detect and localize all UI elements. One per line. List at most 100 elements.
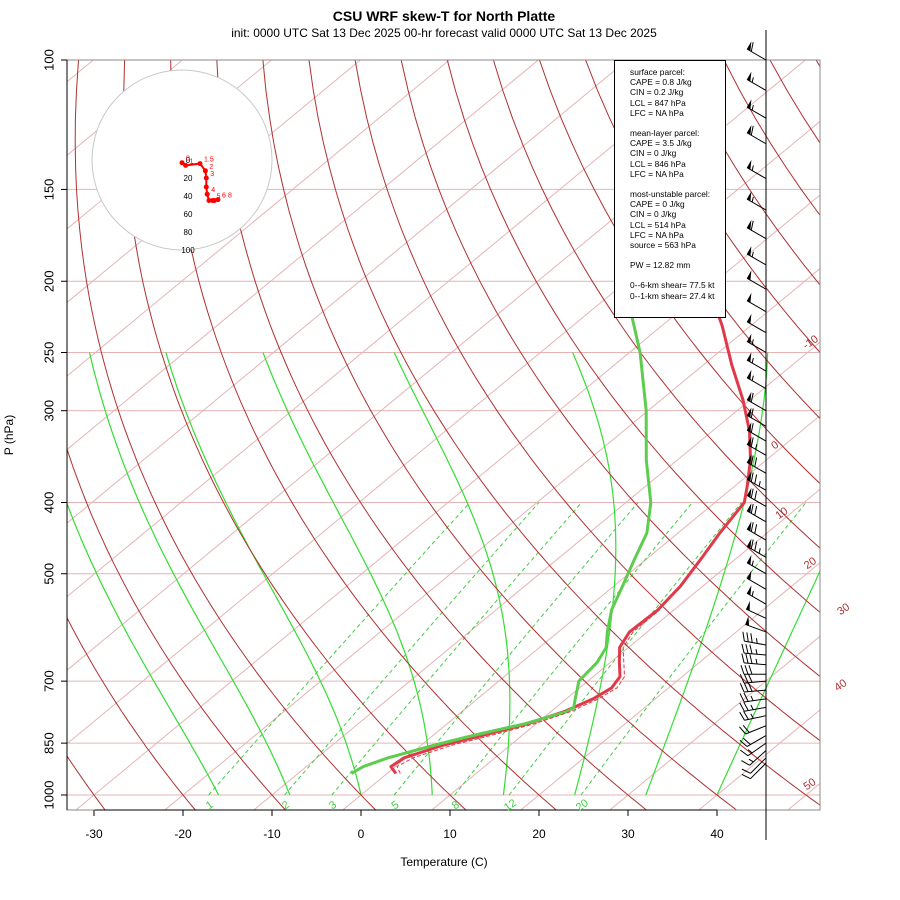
y-tick-label: 250 (41, 342, 56, 364)
wind-barb-flag (746, 246, 752, 256)
wind-barb-half-feather (751, 375, 754, 381)
wind-barb-flag (746, 454, 752, 465)
isotherm-label: 20 (802, 555, 819, 572)
wind-barb-shaft (746, 198, 767, 211)
wind-barb (746, 41, 767, 61)
wind-barb-flag (746, 99, 752, 110)
x-axis-label: Temperature (C) (400, 855, 487, 869)
wind-barb-shaft (746, 577, 767, 590)
isotherm-line (787, 782, 820, 810)
hodograph-point (197, 161, 203, 167)
hodograph-ring-label: 60 (184, 210, 193, 219)
hodograph-point (203, 175, 209, 181)
dry-adiabat-line (123, 60, 467, 810)
wind-barb-feather (750, 392, 754, 403)
dry-adiabat-line (862, 60, 900, 811)
most-unstable-cin: CIN = 0 J/kg (630, 209, 677, 220)
isotherm-label: 50 (802, 776, 819, 793)
wind-barb-shaft (746, 132, 767, 145)
wind-barb (746, 333, 767, 353)
x-tick-label: 10 (443, 827, 457, 841)
wind-barb (740, 665, 766, 675)
wind-barb-feather (741, 653, 745, 663)
wind-barb-flag (746, 333, 752, 344)
chart-title: CSU WRF skew-T for North Platte (332, 8, 556, 24)
wind-barb-feather (750, 220, 754, 231)
isotherm-label: 30 (835, 601, 852, 618)
mixing-ratio-label: 12 (502, 797, 519, 814)
mean-layer-parcel-header: mean-layer parcel: (630, 128, 700, 139)
wind-barb-feather (739, 702, 745, 712)
isotherm-line (67, 60, 628, 524)
hodograph-point-label: 8 (228, 193, 232, 200)
x-tick-label: -30 (85, 827, 103, 841)
wind-barb (741, 643, 767, 656)
wind-barb (746, 99, 767, 119)
wind-barb-shaft (746, 562, 767, 575)
wind-barb-feather (750, 633, 753, 643)
dry-adiabat-line (446, 60, 820, 614)
wind-barb-flag (746, 270, 752, 281)
hodograph-ring-label: 40 (184, 192, 193, 201)
wind-barb (742, 631, 767, 646)
hodograph-ring-label: 0 (186, 156, 191, 165)
wind-barb (739, 692, 767, 703)
wind-barb-feather (739, 739, 748, 747)
wind-barb (746, 554, 767, 575)
wind-barb-half-feather (751, 339, 754, 345)
wind-barb (746, 125, 767, 145)
hodograph-point-label: 1.5 (204, 157, 214, 164)
wind-barb-feather (739, 683, 745, 693)
mean-layer-cape: CAPE = 3.5 J/kg (630, 138, 692, 149)
y-tick-label: 300 (41, 400, 56, 422)
wind-barb-half-feather (751, 251, 754, 257)
wind-barb-flag (746, 191, 752, 201)
wind-barb-feather (741, 643, 745, 654)
mixing-ratio-label: 1 (204, 799, 216, 812)
wind-barb (746, 292, 767, 313)
dry-adiabat-line (585, 60, 820, 420)
hodograph-point (203, 184, 209, 190)
wind-barb (739, 673, 767, 684)
wind-barb-half-feather (758, 481, 761, 487)
isotherm-line (342, 415, 820, 810)
y-axis-label: P (hPa) (2, 415, 16, 455)
wind-barb-feather (750, 503, 754, 514)
mixing-ratio-line (208, 502, 471, 796)
isotherm-line (164, 267, 820, 810)
wind-barb-feather (740, 749, 749, 757)
wind-barb-feather (740, 665, 745, 675)
wind-barb-flag (746, 538, 752, 549)
wind-barb-shaft (746, 78, 767, 91)
wind-barb-flag (746, 219, 752, 230)
wind-barb-flag (745, 616, 750, 626)
wind-barb-shaft (746, 528, 767, 541)
dry-adiabat-line (539, 60, 820, 485)
mixing-ratio-label: 20 (574, 797, 591, 814)
wind-barb-feather (741, 768, 751, 774)
hodograph-point (215, 197, 221, 203)
hodograph-ring-label: 80 (184, 228, 193, 237)
wind-barb-flag (746, 503, 752, 513)
y-tick-label: 700 (41, 670, 56, 692)
wind-barb (739, 701, 767, 712)
wind-barb-shaft (746, 478, 767, 491)
moist-adiabat-line (67, 501, 220, 796)
wind-barb-flag (746, 292, 752, 303)
surface-cin: CIN = 0.2 J/kg (630, 87, 684, 98)
wind-barb (746, 503, 767, 523)
mean-layer-lfc: LFC = NA hPa (630, 168, 684, 179)
dry-adiabat-line (170, 60, 557, 810)
wind-barb-half-feather (751, 357, 754, 364)
wind-barb-shaft (749, 750, 767, 766)
wind-barb (746, 159, 767, 180)
isotherm-line (520, 562, 820, 810)
wind-barb (746, 270, 767, 290)
wind-barb-feather (748, 665, 753, 675)
dry-adiabat-line (216, 60, 648, 810)
wind-barb-feather (745, 653, 749, 664)
wind-barb (746, 487, 767, 507)
wind-barb-feather (754, 505, 758, 516)
wind-barb (746, 391, 767, 412)
